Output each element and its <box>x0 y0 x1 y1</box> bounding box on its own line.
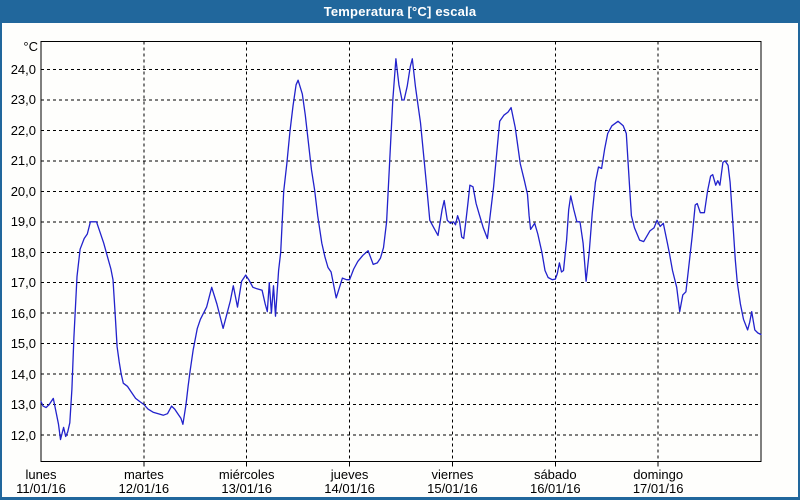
x-day-name: domingo <box>633 467 684 482</box>
x-day-date: 14/01/16 <box>324 481 375 496</box>
y-tick-label: 17,0 <box>10 275 36 291</box>
x-day-date: 13/01/16 <box>221 481 272 496</box>
x-day-name: viernes <box>431 467 474 482</box>
x-day-name: jueves <box>330 467 369 482</box>
x-day-label: jueves 14/01/16 <box>299 468 401 496</box>
y-tick-label: 15,0 <box>10 336 36 352</box>
y-tick-label: 24,0 <box>10 62 36 77</box>
x-day-label: lunes 11/01/16 <box>0 468 92 496</box>
y-tick-label: 14,0 <box>10 366 36 382</box>
y-tick-label: 18,0 <box>10 244 36 260</box>
y-tick-label: 12,0 <box>10 427 36 443</box>
temperature-line <box>40 58 762 441</box>
window-titlebar: Temperatura [°C] escala <box>0 0 800 23</box>
window-title: Temperatura [°C] escala <box>323 4 477 19</box>
x-day-date: 11/01/16 <box>16 481 66 496</box>
x-day-name: martes <box>123 467 164 482</box>
y-tick-label: 19,0 <box>10 214 36 230</box>
y-tick-label: 22,0 <box>10 122 36 138</box>
x-day-label: sábado 16/01/16 <box>504 468 606 496</box>
y-tick-label: 13,0 <box>10 397 36 413</box>
x-day-name: sábado <box>533 467 577 482</box>
x-day-date: 12/01/16 <box>118 481 170 496</box>
x-day-label: miércoles 13/01/16 <box>196 468 298 496</box>
x-day-name: lunes <box>25 467 57 482</box>
x-day-label: viernes 15/01/16 <box>401 468 503 496</box>
x-day-label: domingo 17/01/16 <box>607 468 709 496</box>
y-tick-label: 21,0 <box>10 153 36 169</box>
x-day-date: 17/01/16 <box>632 481 684 496</box>
window-border-bottom <box>0 497 800 500</box>
x-day-label: martes 12/01/16 <box>93 468 195 496</box>
window-border-left <box>0 23 2 500</box>
window-border-right <box>798 23 800 500</box>
x-day-name: miércoles <box>218 467 275 482</box>
y-axis-unit-label: °C <box>23 39 38 54</box>
y-tick-label: 20,0 <box>10 183 36 199</box>
plot-frame <box>40 41 762 462</box>
y-tick-label: 16,0 <box>10 305 36 321</box>
x-day-date: 15/01/16 <box>427 481 478 496</box>
y-tick-label: 23,0 <box>10 92 36 108</box>
x-day-date: 16/01/16 <box>529 481 581 496</box>
